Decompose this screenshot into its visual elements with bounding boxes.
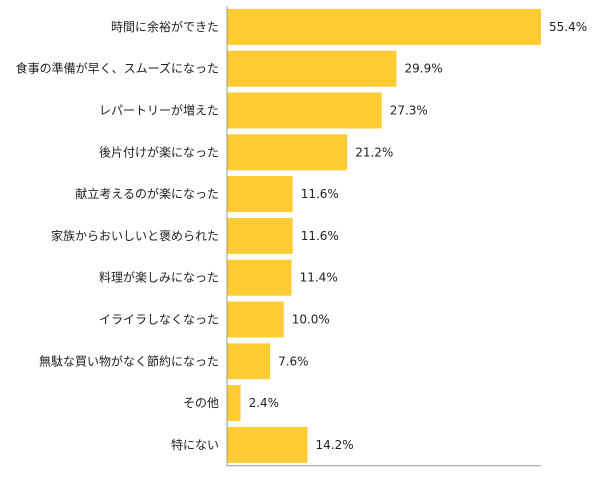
value-label-7: 10.0% xyxy=(292,313,330,327)
bar-2 xyxy=(227,92,382,129)
bar-3 xyxy=(227,134,348,171)
value-label-6: 11.4% xyxy=(300,271,338,285)
value-label-8: 7.6% xyxy=(278,354,309,368)
category-label-10: 特にない xyxy=(171,437,219,452)
value-label-4: 11.6% xyxy=(301,187,339,201)
bar-7 xyxy=(227,301,284,338)
value-label-0: 55.4% xyxy=(549,20,587,34)
category-label-7: イライラしなくなった xyxy=(99,313,219,327)
category-label-0: 時間に余裕ができた xyxy=(111,19,219,34)
bar-5 xyxy=(227,217,293,254)
bar-4 xyxy=(227,176,293,213)
category-label-1: 食事の準備が早く、スムーズになった xyxy=(16,61,219,76)
category-label-5: 家族からおいしいと褒められた xyxy=(51,228,219,243)
bar-6 xyxy=(227,259,292,296)
category-label-2: レパートリーが増えた xyxy=(99,103,219,118)
category-label-9: その他 xyxy=(183,396,219,410)
bar-9 xyxy=(227,385,241,422)
bar-0 xyxy=(227,8,541,45)
category-label-4: 献立考えるのが楽になった xyxy=(75,186,219,201)
bar-1 xyxy=(227,50,397,87)
bar-10 xyxy=(227,426,308,463)
value-label-3: 21.2% xyxy=(355,145,393,159)
value-label-9: 2.4% xyxy=(249,396,280,410)
value-label-1: 29.9% xyxy=(405,62,443,76)
category-labels: 時間に余裕ができた食事の準備が早く、スムーズになったレパートリーが増えた後片付け… xyxy=(16,19,219,452)
value-label-10: 14.2% xyxy=(316,438,354,452)
value-label-5: 11.6% xyxy=(301,229,339,243)
category-label-6: 料理が楽しみになった xyxy=(99,270,219,285)
value-labels: 55.4% 29.9% 27.3% 21.2% 11.6% 11.6% 11.4% 10.0%… xyxy=(249,20,588,452)
category-label-3: 後片付けが楽になった xyxy=(99,144,219,159)
bars-layer xyxy=(227,8,541,463)
category-label-8: 無駄な買い物がなく節約になった xyxy=(39,353,219,368)
bar-8 xyxy=(227,343,271,380)
value-label-2: 27.3% xyxy=(390,104,428,118)
